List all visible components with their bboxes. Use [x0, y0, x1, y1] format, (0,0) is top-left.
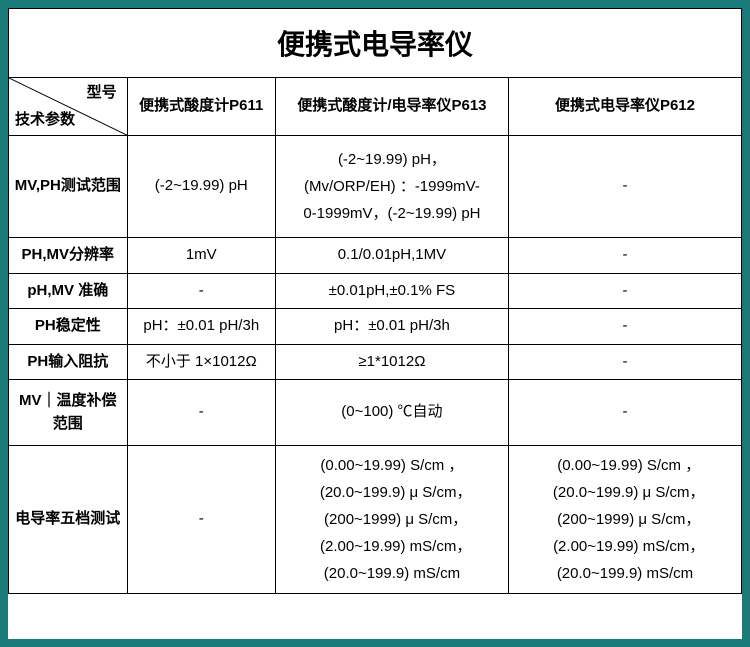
diagonal-header: 型号 技术参数 [9, 78, 128, 136]
row-label: PH稳定性 [9, 309, 128, 345]
cell: (-2~19.99) pH [127, 136, 275, 238]
cell: - [127, 380, 275, 446]
table-row: PH输入阻抗 不小于 1×1012Ω ≥1*1012Ω - [9, 344, 742, 380]
cell: (0.00~19.99) S/cm ，(20.0~199.9) μ S/cm， … [275, 446, 508, 594]
row-label: 电导率五档测试 [9, 446, 128, 594]
table-row: PH稳定性 pH：±0.01 pH/3h pH：±0.01 pH/3h - [9, 309, 742, 345]
cell: - [508, 309, 741, 345]
cell: (-2~19.99) pH， (Mv/ORP/EH) ：-1999mV- 0-1… [275, 136, 508, 238]
cell: 不小于 1×1012Ω [127, 344, 275, 380]
cell: (0~100) ℃自动 [275, 380, 508, 446]
cell: 1mV [127, 238, 275, 274]
table-row: PH,MV分辨率 1mV 0.1/0.01pH,1MV - [9, 238, 742, 274]
table-row: MV｜温度补偿范围 - (0~100) ℃自动 - [9, 380, 742, 446]
spec-table: 型号 技术参数 便携式酸度计P611 便携式酸度计/电导率仪P613 便携式电导… [8, 77, 742, 594]
cell: - [127, 273, 275, 309]
header-col-3: 便携式电导率仪P612 [508, 78, 741, 136]
header-col-2: 便携式酸度计/电导率仪P613 [275, 78, 508, 136]
table-row: pH,MV 准确 - ±0.01pH,±0.1% FS - [9, 273, 742, 309]
header-col-1: 便携式酸度计P611 [127, 78, 275, 136]
row-label: PH输入阻抗 [9, 344, 128, 380]
header-row: 型号 技术参数 便携式酸度计P611 便携式酸度计/电导率仪P613 便携式电导… [9, 78, 742, 136]
cell: pH：±0.01 pH/3h [275, 309, 508, 345]
cell: - [508, 238, 741, 274]
cell: ≥1*1012Ω [275, 344, 508, 380]
table-row: 电导率五档测试 - (0.00~19.99) S/cm ，(20.0~199.9… [9, 446, 742, 594]
header-param-label: 技术参数 [15, 109, 75, 132]
cell: - [508, 380, 741, 446]
table-container: 便携式电导率仪 型号 技术参数 便携式酸度计P611 便携式酸度计/电导率仪P6… [8, 8, 742, 639]
cell: (0.00~19.99) S/cm ， (20.0~199.9) μ S/cm，… [508, 446, 741, 594]
row-label: pH,MV 准确 [9, 273, 128, 309]
row-label: MV｜温度补偿范围 [9, 380, 128, 446]
cell: - [508, 273, 741, 309]
cell: - [127, 446, 275, 594]
page-title: 便携式电导率仪 [8, 8, 742, 77]
table-row: MV,PH测试范围 (-2~19.99) pH (-2~19.99) pH， (… [9, 136, 742, 238]
header-model-label: 型号 [87, 82, 117, 105]
cell: 0.1/0.01pH,1MV [275, 238, 508, 274]
row-label: PH,MV分辨率 [9, 238, 128, 274]
cell: - [508, 136, 741, 238]
cell: - [508, 344, 741, 380]
row-label: MV,PH测试范围 [9, 136, 128, 238]
cell: pH：±0.01 pH/3h [127, 309, 275, 345]
cell: ±0.01pH,±0.1% FS [275, 273, 508, 309]
